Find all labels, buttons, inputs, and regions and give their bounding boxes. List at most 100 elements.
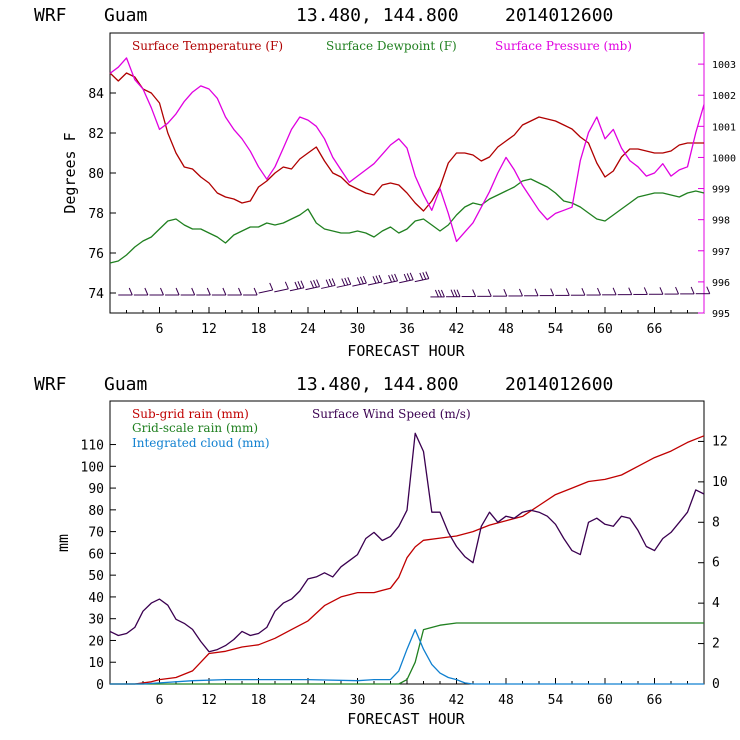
- legend-temperature: Surface Temperature (F): [132, 39, 283, 53]
- wind-barb-feather: [175, 287, 180, 296]
- legend-subgrid-rain: Sub-grid rain (mm): [132, 407, 249, 421]
- y2-tick-label: 996: [712, 278, 730, 289]
- y2-tick-label: 4: [712, 596, 720, 611]
- wind-barb-feather: [706, 286, 711, 294]
- y2-tick-label: 998: [712, 216, 730, 227]
- wind-barb: [367, 281, 383, 286]
- wind-barb: [399, 279, 414, 284]
- top-header-coords: 13.480, 144.800: [296, 5, 459, 26]
- x-tick-label: 48: [498, 693, 514, 708]
- y2-tick-label: 1003: [712, 60, 736, 71]
- y-tick-label: 84: [88, 87, 104, 102]
- wind-barb-feather: [300, 280, 305, 288]
- wind-barb-feather: [534, 288, 539, 296]
- bottom-y2-ticks: 0 2 4 6 8 10 12: [698, 434, 728, 692]
- wind-barb-feather: [341, 278, 346, 286]
- x-tick-label: 30: [350, 693, 366, 708]
- wind-barb: [352, 282, 367, 287]
- bottom-y-axis-label: mm: [54, 534, 72, 552]
- x-tick-label: 6: [156, 693, 164, 708]
- y2-tick-label: 1002: [712, 91, 736, 102]
- wind-barb-feather: [550, 288, 555, 296]
- wind-barb-feather: [238, 287, 242, 296]
- wind-barb-feather: [378, 274, 383, 283]
- wind-barb: [336, 283, 351, 288]
- wind-barb-feather: [144, 287, 149, 296]
- x-tick-label: 6: [156, 322, 164, 337]
- wind-barb-feather: [344, 277, 349, 286]
- y2-tick-label: 10: [712, 475, 728, 490]
- y-tick-label: 90: [88, 482, 104, 497]
- wind-barb-feather: [362, 275, 367, 284]
- wind-barb: [383, 280, 398, 285]
- y2-tick-label: 999: [712, 185, 730, 196]
- wind-barb-feather: [503, 288, 508, 297]
- wind-barb-feather: [310, 280, 315, 289]
- x-tick-label: 48: [498, 322, 514, 337]
- y2-tick-label: 6: [712, 556, 720, 571]
- y2-tick-label: 997: [712, 247, 730, 258]
- wind-barb-feather: [388, 274, 393, 283]
- y2-tick-label: 2: [712, 637, 720, 652]
- x-tick-label: 12: [201, 322, 217, 337]
- wind-barb-feather: [440, 289, 445, 298]
- y2-tick-label: 12: [712, 434, 728, 449]
- wind-barb-feather: [472, 289, 477, 297]
- legend-gridscale-rain: Grid-scale rain (mm): [132, 421, 258, 435]
- wind-barb-feather: [406, 273, 411, 281]
- wind-barb-feather: [453, 289, 458, 297]
- wind-barb-feather: [409, 272, 414, 280]
- wind-barb: [274, 288, 289, 293]
- top-header: WRF Guam 13.480, 144.800 2014012600: [34, 5, 613, 26]
- top-x-ticks: 6 12 18 24 30 36 42 48 54 60 66: [126, 307, 688, 337]
- y2-tick-label: 995: [712, 309, 730, 320]
- y-tick-label: 10: [88, 656, 104, 671]
- wind-barb-feather: [675, 286, 679, 295]
- wind-barb-feather: [643, 287, 648, 295]
- bottom-header: WRF Guam 13.480, 144.800 2014012600: [34, 374, 613, 395]
- x-tick-label: 18: [251, 693, 267, 708]
- bottom-header-init: 2014012600: [505, 374, 613, 395]
- wind-barb-feather: [391, 274, 396, 282]
- legend-pressure: Surface Pressure (mb): [495, 39, 632, 53]
- x-tick-label: 42: [449, 322, 465, 337]
- series-sub-grid-rain: [110, 435, 705, 685]
- bottom-y-ticks: 0 10 20 30 40 50 60 70 80 90 100 110: [81, 439, 116, 693]
- wind-barb-feather: [347, 277, 352, 285]
- x-tick-label: 12: [201, 693, 217, 708]
- top-header-model: WRF: [34, 5, 67, 26]
- x-tick-label: 42: [449, 693, 465, 708]
- wind-barb-feather: [284, 281, 289, 290]
- y-tick-label: 40: [88, 591, 104, 606]
- wind-barb: [321, 284, 336, 289]
- wind-barb-feather: [419, 272, 424, 281]
- y-tick-label: 60: [88, 547, 104, 562]
- y-tick-label: 110: [81, 439, 104, 454]
- wind-barb-feather: [313, 280, 318, 288]
- wind-barb-feather: [160, 287, 164, 296]
- wind-barb-feather: [487, 289, 492, 297]
- bottom-x-axis-label: FORECAST HOUR: [347, 710, 465, 728]
- bottom-chart: 6 12 18 24 30 36 42 48 54 60 66 010203040506070809…: [54, 400, 728, 728]
- wind-barb: [289, 287, 305, 292]
- wind-barb-feather: [375, 275, 380, 283]
- x-tick-label: 66: [647, 693, 663, 708]
- y-tick-label: 82: [88, 127, 104, 142]
- wind-barb-feather: [356, 277, 361, 285]
- wind-barb-feather: [403, 273, 408, 282]
- x-tick-label: 60: [597, 693, 613, 708]
- x-tick-label: 24: [300, 322, 316, 337]
- legend-wind-speed: Surface Wind Speed (m/s): [312, 407, 471, 421]
- wind-barb-feather: [394, 273, 399, 282]
- y-tick-label: 74: [88, 287, 104, 302]
- y-tick-label: 80: [88, 504, 104, 519]
- y-tick-label: 76: [88, 247, 104, 262]
- top-header-init: 2014012600: [505, 5, 613, 26]
- x-tick-label: 24: [300, 693, 316, 708]
- y-tick-label: 80: [88, 167, 104, 182]
- legend-dewpoint: Surface Dewpoint (F): [326, 39, 457, 53]
- bottom-series-group: [109, 432, 705, 685]
- wind-barb-feather: [331, 278, 336, 286]
